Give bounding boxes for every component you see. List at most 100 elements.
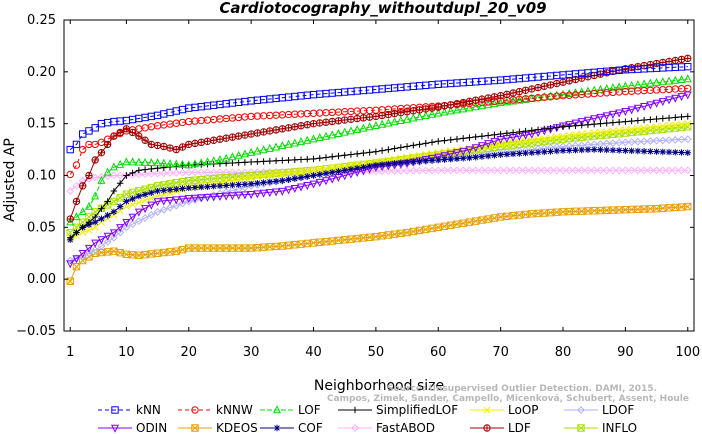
legend-label-inflo: INFLO xyxy=(602,421,637,434)
point-ldf xyxy=(646,60,655,69)
point-fastabod xyxy=(509,166,518,175)
point-inflo xyxy=(128,188,137,197)
point-simplifiedlof xyxy=(559,123,567,130)
point-simplifiedlof xyxy=(135,167,143,174)
point-kdeos xyxy=(328,237,336,245)
point-ldf xyxy=(328,117,336,126)
point-lof xyxy=(596,84,605,93)
point-lof xyxy=(134,157,143,166)
x-axis-title: Neighborhood size xyxy=(314,378,444,394)
point-ldf xyxy=(428,104,436,112)
point-fastabod xyxy=(502,166,511,175)
point-lof xyxy=(309,134,318,143)
legend-item-inflo: INFLO xyxy=(564,421,637,434)
point-fastabod xyxy=(228,168,237,177)
point-ldf xyxy=(66,215,74,223)
point-ldof xyxy=(216,189,224,198)
x-tick-label: 90 xyxy=(617,345,634,360)
point-knn xyxy=(684,62,692,71)
legend-marker-simplifiedlof xyxy=(351,406,359,414)
legend-marker-ldof xyxy=(577,406,585,414)
point-loop xyxy=(285,169,293,177)
point-cof xyxy=(385,160,392,168)
point-loop xyxy=(621,126,629,134)
point-cof xyxy=(584,146,592,153)
point-cof xyxy=(460,155,467,162)
point-kdeos xyxy=(153,249,162,257)
point-lof xyxy=(340,127,349,136)
point-kdeos xyxy=(347,235,355,243)
point-fastabod xyxy=(658,166,667,175)
point-simplifiedlof xyxy=(628,117,635,125)
point-cof xyxy=(422,157,429,164)
point-fastabod xyxy=(584,166,592,175)
point-loop xyxy=(309,166,318,174)
point-kdeos xyxy=(484,215,492,223)
point-fastabod xyxy=(683,166,692,175)
point-ldof xyxy=(159,205,168,214)
point-ldf xyxy=(334,117,343,125)
point-simplifiedlof xyxy=(247,158,255,166)
point-fastabod xyxy=(465,166,474,175)
point-cof xyxy=(179,185,186,192)
legend-label-lof: LOF xyxy=(298,403,321,417)
point-ldf xyxy=(359,114,368,122)
point-simplifiedlof xyxy=(534,126,542,133)
point-simplifiedlof xyxy=(316,154,323,162)
point-simplifiedlof xyxy=(160,164,168,171)
point-odin xyxy=(640,103,649,112)
y-tick-label: 0.05 xyxy=(27,220,56,235)
point-odin xyxy=(97,236,106,245)
point-kdeos xyxy=(340,236,349,244)
series-knn xyxy=(66,62,692,154)
point-simplifiedlof xyxy=(497,130,504,138)
point-cof xyxy=(241,181,249,188)
point-cof xyxy=(291,175,298,182)
point-loop xyxy=(615,126,623,135)
point-ldof xyxy=(116,228,125,237)
point-loop xyxy=(503,140,511,148)
point-fastabod xyxy=(602,166,611,175)
point-inflo xyxy=(72,223,81,232)
point-ldf xyxy=(91,156,99,164)
point-ldf xyxy=(278,125,287,133)
series-line-lof xyxy=(69,78,688,223)
point-odin xyxy=(215,193,224,202)
point-simplifiedlof xyxy=(603,119,610,127)
point-lof xyxy=(590,85,599,94)
point-simplifiedlof xyxy=(98,205,105,212)
point-simplifiedlof xyxy=(578,122,585,129)
point-ldf xyxy=(191,139,199,147)
point-ldof xyxy=(166,203,174,212)
point-simplifiedlof xyxy=(466,134,473,141)
x-tick-label: 20 xyxy=(180,345,197,360)
point-lof xyxy=(190,159,199,168)
point-ldof xyxy=(602,139,611,148)
point-ldf xyxy=(578,74,586,82)
point-simplifiedlof xyxy=(597,120,604,127)
point-simplifiedlof xyxy=(385,146,392,153)
point-ldof xyxy=(228,186,237,195)
point-simplifiedlof xyxy=(272,157,280,164)
point-ldf xyxy=(153,141,162,150)
point-loop xyxy=(553,133,561,141)
point-ldf xyxy=(627,64,636,72)
point-odin xyxy=(166,196,175,205)
point-odin xyxy=(190,194,199,203)
point-inflo xyxy=(85,213,93,221)
series-kdeos xyxy=(66,202,692,285)
point-lof xyxy=(384,118,393,127)
point-ldof xyxy=(621,138,630,147)
point-simplifiedlof xyxy=(79,224,86,231)
point-fastabod xyxy=(191,168,199,177)
point-kdeos xyxy=(147,250,156,258)
point-cof xyxy=(353,165,361,172)
point-ldof xyxy=(247,181,256,190)
point-fastabod xyxy=(421,166,430,175)
point-cof xyxy=(329,169,336,176)
point-odin xyxy=(259,189,268,198)
point-fastabod xyxy=(577,166,586,175)
point-cof xyxy=(297,174,305,181)
point-odin xyxy=(203,193,212,202)
point-odin xyxy=(565,121,574,130)
